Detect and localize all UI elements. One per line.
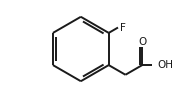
Text: OH: OH xyxy=(158,60,174,70)
Text: F: F xyxy=(120,23,126,33)
Text: O: O xyxy=(139,37,147,47)
